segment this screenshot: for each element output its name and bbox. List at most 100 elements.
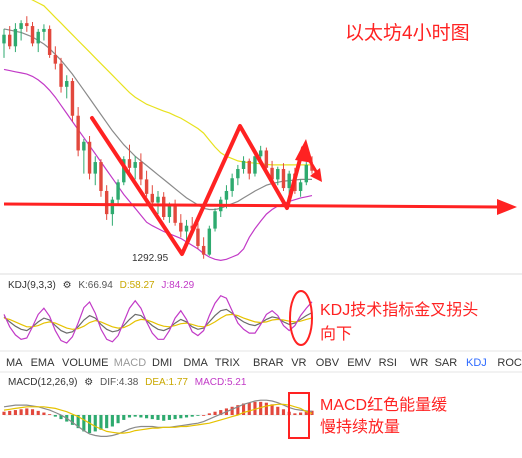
macd-dif-line — [3, 399, 313, 437]
macd-histogram-bar — [276, 406, 280, 415]
candle-body — [99, 162, 103, 191]
macd-histogram-bar — [36, 410, 40, 415]
macd-histogram-bar — [190, 415, 194, 417]
macd-macd-value: MACD:5.21 — [195, 377, 247, 388]
candle-body — [304, 164, 309, 183]
candle-body — [276, 168, 280, 180]
macd-histogram-bar — [150, 415, 154, 420]
tab-ema[interactable]: EMA — [31, 357, 55, 369]
tab-obv[interactable]: OBV — [316, 357, 340, 369]
tab-kdj[interactable]: KDJ — [466, 357, 487, 369]
price-annotations: 以太坊4小时图 1292.95 — [3, 22, 517, 264]
tab-volume[interactable]: VOLUME — [62, 357, 108, 369]
candle-body — [30, 26, 35, 44]
macd-histogram-bar — [236, 405, 240, 415]
macd-histogram-bar — [59, 415, 63, 420]
candle-body — [270, 167, 274, 180]
macd-histogram-bar — [19, 409, 23, 415]
tab-dmi[interactable]: DMI — [152, 357, 172, 369]
macd-histogram-bar — [93, 415, 97, 432]
tab-sar[interactable]: SAR — [435, 357, 458, 369]
kdj-annotation-line1: KDJ技术指标金叉拐头 — [320, 301, 478, 319]
candlesticks — [2, 16, 314, 259]
macd-annotation-line1: MACD红色能量缓 — [320, 396, 447, 414]
macd-panel: MACD(12,26,9) ⚙ DIF:4.38 DEA:1.77 MACD:5… — [2, 377, 447, 439]
macd-histogram-bar — [25, 408, 29, 415]
tab-emv[interactable]: EMV — [347, 357, 372, 369]
macd-histogram-bar — [30, 409, 35, 415]
kdj-annotation-line2: 向下 — [320, 325, 352, 343]
macd-histogram-bar — [196, 415, 200, 416]
candle-body — [230, 178, 234, 191]
macd-histogram-bar — [2, 411, 6, 415]
candle-body — [116, 182, 120, 200]
candle-body — [76, 115, 80, 151]
candle-body — [139, 162, 143, 180]
kdj-header: KDJ(9,3,3) ⚙ K:66.94 D:58.27 J:84.29 — [8, 280, 195, 291]
kdj-panel: KDJ(9,3,3) ⚙ K:66.94 D:58.27 J:84.29 KDJ… — [3, 280, 478, 346]
candle-body — [236, 168, 240, 179]
macd-histogram-bar — [87, 415, 92, 434]
tab-roc[interactable]: ROC — [497, 357, 522, 369]
macd-histogram-bar — [304, 411, 308, 415]
candle-body — [36, 31, 40, 44]
boll-lower-line — [3, 68, 313, 262]
macd-histogram-bar — [247, 402, 251, 415]
macd-histogram-bar — [116, 415, 120, 424]
candle-body — [207, 228, 212, 255]
tab-rsi[interactable]: RSI — [379, 357, 397, 369]
kdj-label: KDJ(9,3,3) — [8, 280, 56, 291]
macd-dea-value: DEA:1.77 — [145, 377, 188, 388]
candle-body — [196, 228, 200, 246]
macd-histogram-bar — [48, 414, 52, 415]
support-line — [3, 202, 501, 209]
candle-body — [122, 159, 126, 183]
macd-label: MACD(12,26,9) — [8, 377, 77, 388]
macd-histogram-bar — [270, 404, 274, 415]
macd-histogram-bar — [127, 415, 132, 418]
macd-settings-icon[interactable]: ⚙ — [84, 377, 93, 388]
tab-macd[interactable]: MACD — [114, 357, 146, 369]
chart-title: 以太坊4小时图 — [345, 22, 470, 44]
tab-dma[interactable]: DMA — [183, 357, 208, 369]
macd-histogram-bar — [139, 415, 143, 418]
macd-header: MACD(12,26,9) ⚙ DIF:4.38 DEA:1.77 MACD:5… — [8, 377, 247, 388]
macd-histogram-bar — [145, 415, 149, 419]
macd-histogram-bar — [133, 415, 137, 417]
macd-histogram-bar — [173, 415, 177, 420]
kdj-k-value: K:66.94 — [78, 280, 113, 291]
kdj-lines — [3, 294, 313, 344]
candle-body — [173, 205, 177, 223]
tab-vr[interactable]: VR — [291, 357, 306, 369]
candle-body — [150, 193, 155, 203]
candle-body — [53, 54, 58, 64]
macd-histogram-bar — [8, 410, 12, 415]
tab-brar[interactable]: BRAR — [253, 357, 284, 369]
macd-dif-value: DIF:4.38 — [100, 377, 139, 388]
macd-histogram-bar — [162, 415, 166, 421]
candle-body — [42, 28, 46, 32]
macd-histogram-bar — [202, 415, 206, 416]
kdj-settings-icon[interactable]: ⚙ — [63, 280, 72, 291]
macd-highlight-box — [288, 392, 310, 439]
macd-histogram-bar — [99, 415, 103, 430]
candle-body — [87, 141, 92, 174]
tab-wr[interactable]: WR — [410, 357, 428, 369]
candle-body — [104, 190, 109, 215]
macd-histogram-bar — [207, 413, 211, 415]
candle-body — [13, 28, 18, 47]
indicator-tabs: MA EMA VOLUME MACD DMI DMA TRIX BRAR VR OBV EMV RSI… — [6, 357, 522, 369]
macd-histogram-bar — [110, 415, 114, 427]
tab-trix[interactable]: TRIX — [215, 357, 241, 369]
macd-histogram-bar — [293, 413, 297, 415]
tab-ma[interactable]: MA — [6, 357, 23, 369]
candle-body — [241, 160, 246, 169]
macd-histogram-bar — [13, 410, 17, 415]
macd-histogram-bar — [53, 415, 57, 417]
candle-body — [127, 159, 132, 168]
macd-histogram-bar — [76, 415, 80, 429]
candle-body — [156, 196, 160, 203]
candle-body — [93, 162, 97, 174]
